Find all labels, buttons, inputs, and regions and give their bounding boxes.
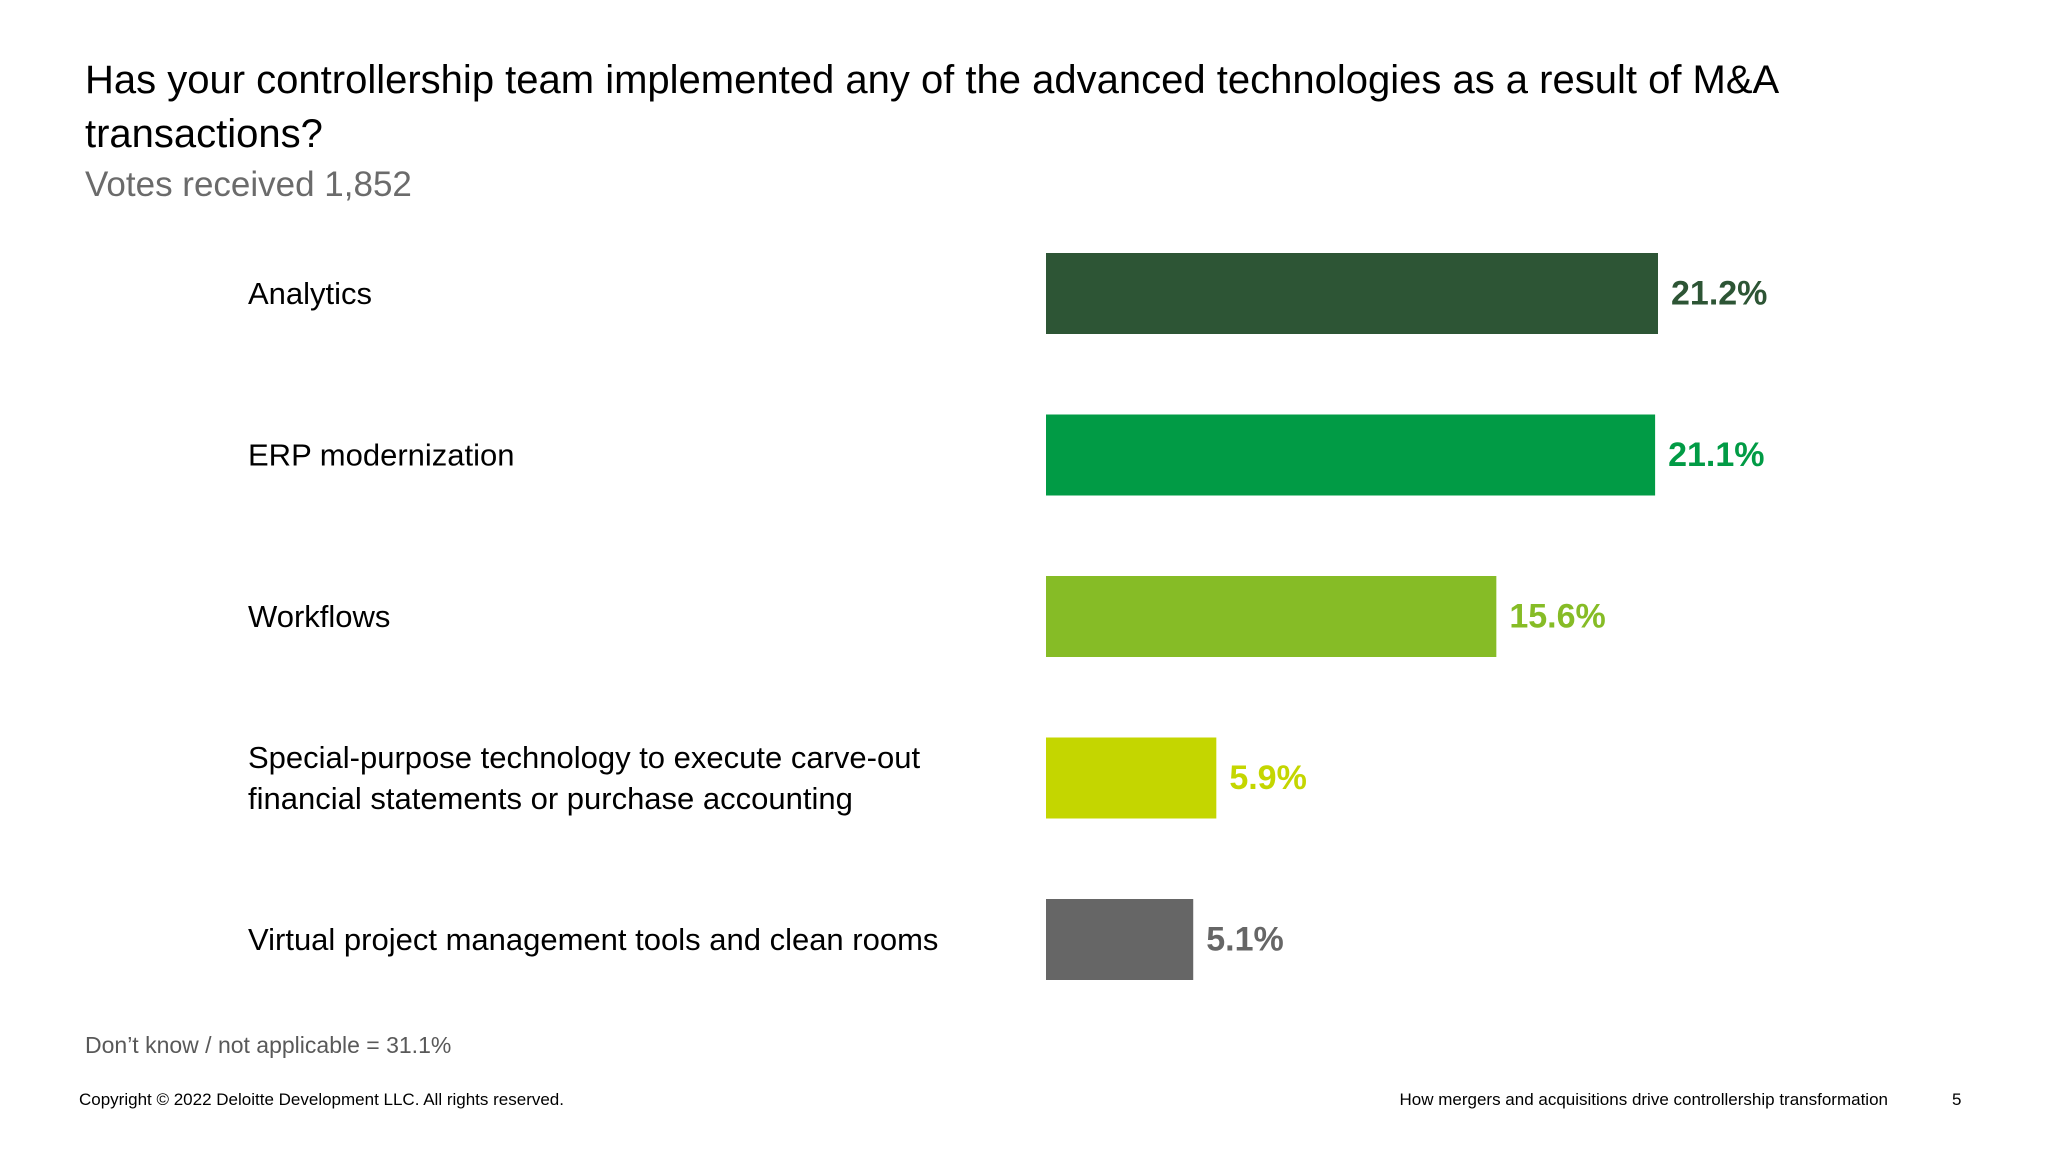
value-label-2: 21.1% xyxy=(1668,436,1764,474)
copyright-text: Copyright © 2022 Deloitte Development LL… xyxy=(79,1090,564,1109)
value-label-1: 21.2% xyxy=(1671,275,1767,313)
category-label-1: Analytics xyxy=(248,276,372,311)
category-label-5: Virtual project management tools and cle… xyxy=(248,922,938,957)
footer-document-title: How mergers and acquisitions drive contr… xyxy=(1399,1090,1889,1109)
page-number: 5 xyxy=(1952,1090,1962,1109)
value-label-3: 15.6% xyxy=(1509,598,1605,636)
bar-1 xyxy=(1046,253,1658,334)
bar-3 xyxy=(1046,576,1497,657)
chart-subtitle: Votes received 1,852 xyxy=(85,165,412,204)
category-label-4-line-1: Special-purpose technology to execute ca… xyxy=(248,740,920,775)
value-label-4: 5.9% xyxy=(1229,759,1307,797)
footnote: Don’t know / not applicable = 31.1% xyxy=(85,1032,452,1058)
category-label-3: Workflows xyxy=(248,599,390,634)
category-label-2: ERP modernization xyxy=(248,438,515,473)
category-label-4-line-2: financial statements or purchase account… xyxy=(248,781,853,816)
bar-5 xyxy=(1046,899,1194,980)
bar-2 xyxy=(1046,414,1656,496)
bar-4 xyxy=(1046,737,1217,819)
value-label-5: 5.1% xyxy=(1206,921,1284,959)
chart-title: Has your controllership team implemented… xyxy=(85,58,1778,156)
